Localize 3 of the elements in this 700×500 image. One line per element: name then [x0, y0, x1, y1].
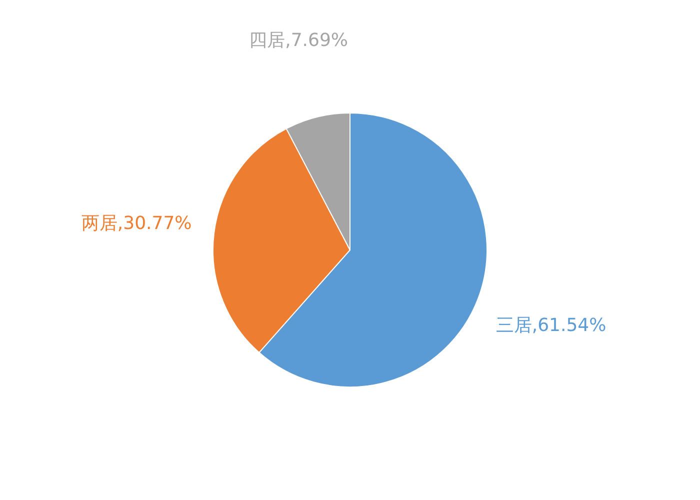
slice-label: 两居,30.77%: [81, 213, 192, 234]
slice-label: 三居,61.54%: [496, 315, 606, 336]
slice-label: 四居,7.69%: [249, 30, 348, 52]
